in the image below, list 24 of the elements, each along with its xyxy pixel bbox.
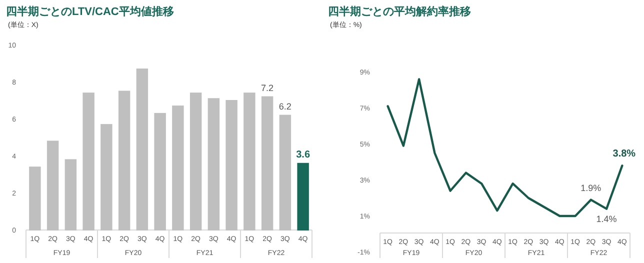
bar — [244, 92, 256, 230]
bar — [29, 166, 41, 230]
data-label: 6.2 — [278, 101, 292, 112]
bar — [46, 140, 59, 230]
bar — [279, 114, 292, 230]
bar — [208, 98, 220, 230]
bar — [297, 162, 309, 230]
bar — [136, 68, 148, 230]
data-label: 1.9% — [580, 182, 602, 193]
bar — [261, 96, 274, 230]
bar — [226, 100, 238, 230]
bar — [64, 159, 77, 230]
chart-title: 四半期ごとの平均解約率推移 — [328, 5, 471, 18]
bar — [154, 112, 166, 230]
bar — [82, 92, 94, 230]
bar — [172, 106, 184, 230]
bar — [118, 90, 130, 230]
data-label: 1.4% — [596, 214, 617, 224]
bar — [190, 92, 202, 230]
data-label: 3.8% — [612, 148, 636, 160]
data-label: 7.2 — [261, 82, 274, 93]
data-label: 3.6 — [296, 149, 310, 160]
chart-title: 四半期ごとのLTV/CAC平均値推移 — [6, 5, 174, 18]
bar — [100, 124, 112, 230]
